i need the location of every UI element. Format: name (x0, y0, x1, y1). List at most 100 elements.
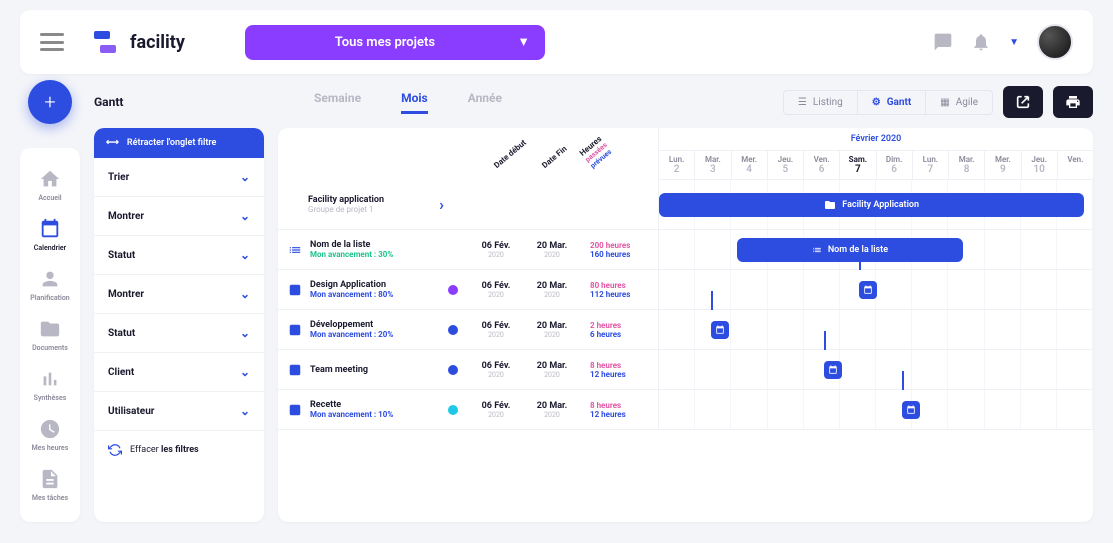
bell-icon[interactable] (971, 32, 991, 52)
day-name: Lun. (659, 155, 694, 164)
start-date: 06 Fév. (472, 241, 520, 251)
status-marker (448, 285, 458, 295)
dropdown-caret-icon[interactable]: ▼ (1009, 37, 1019, 48)
view-tab-agile[interactable]: ▦Agile (926, 91, 992, 114)
task-icon (288, 283, 302, 297)
print-button[interactable] (1053, 86, 1093, 118)
logo-text: facility (130, 32, 185, 53)
status-marker (448, 365, 458, 375)
content-header: Gantt Semaine Mois Année ☰Listing⚙Gantt▦Ag… (94, 80, 1093, 128)
gantt-node[interactable] (859, 281, 877, 299)
view-tab-listing[interactable]: ☰Listing (784, 91, 858, 114)
gantt-bar[interactable]: Nom de la liste (737, 238, 963, 262)
planification-icon (39, 268, 61, 290)
filter-label: Client (108, 367, 134, 378)
task-icon (288, 323, 302, 337)
sidenav-label: Mes heures (32, 444, 69, 452)
gantt-day-row: Lun.2Mar.3Mer.4Jeu.5Ven.6Sam.7Dim.6Lun.7… (659, 151, 1093, 180)
task-title: Recette (310, 400, 440, 410)
connector (902, 371, 904, 391)
view-tab-gantt[interactable]: ⚙Gantt (858, 91, 927, 114)
status-marker (448, 405, 458, 415)
hours-planned: 12 heures (590, 410, 648, 419)
task-progress: Mon avancement : 30% (310, 250, 440, 259)
day-name: Ven. (1058, 155, 1093, 164)
mes-heures-icon (39, 418, 61, 440)
hours-planned: 12 heures (590, 370, 648, 379)
task-title: Team meeting (310, 365, 440, 375)
project-title: Facility application (308, 195, 431, 205)
day-name: Ven. (804, 155, 839, 164)
gantt-node[interactable] (824, 361, 842, 379)
agile-icon: ▦ (940, 97, 949, 108)
project-selector[interactable]: Tous mes projets (245, 25, 545, 60)
day-cell: Lun.2 (659, 151, 695, 179)
day-cell: Sam.7 (840, 151, 876, 179)
gantt-row: Team meeting06 Fév.202020 Mar.20208 heur… (278, 350, 1093, 390)
sidenav-item-calendrier[interactable]: Calendrier (20, 210, 80, 260)
time-tab-semaine[interactable]: Semaine (314, 91, 361, 114)
end-date: 20 Mar. (528, 361, 576, 371)
page-title: Gantt (94, 95, 274, 109)
filter-item-1[interactable]: Montrer⌄ (94, 197, 264, 236)
end-date: 20 Mar. (528, 401, 576, 411)
filter-collapse-button[interactable]: ⟷ Rétracter l'onglet filtre (94, 128, 264, 158)
hours-planned: 112 heures (590, 290, 648, 299)
gantt-bar-project[interactable]: Facility Application (659, 193, 1084, 217)
sidenav-item-mes-heures[interactable]: Mes heures (20, 410, 80, 460)
filter-item-5[interactable]: Client⌄ (94, 353, 264, 392)
col-end: Date Fin (540, 132, 583, 170)
filter-item-4[interactable]: Statut⌄ (94, 314, 264, 353)
task-progress: Mon avancement : 80% (310, 290, 440, 299)
logo[interactable]: facility (94, 31, 185, 53)
collapse-icon: ⟷ (106, 138, 119, 148)
end-date: 20 Mar. (528, 241, 576, 251)
day-name: Lun. (913, 155, 948, 164)
listing-icon: ☰ (798, 97, 807, 108)
gantt-icon: ⚙ (872, 97, 881, 108)
sidenav-item-planification[interactable]: Planification (20, 260, 80, 310)
filter-item-2[interactable]: Statut⌄ (94, 236, 264, 275)
avatar[interactable] (1037, 24, 1073, 60)
filter-item-0[interactable]: Trier⌄ (94, 158, 264, 197)
sidenav-item-accueil[interactable]: Accueil (20, 160, 80, 210)
day-num: 10 (1022, 164, 1057, 175)
gantt-node[interactable] (902, 401, 920, 419)
day-cell: Ven.6 (804, 151, 840, 179)
sidenav-label: Mes tâches (32, 494, 68, 502)
sidenav-item-mes-taches[interactable]: Mes tâches (20, 460, 80, 510)
calendar-icon (715, 325, 725, 335)
list-icon (812, 245, 822, 255)
day-name: Mer. (985, 155, 1020, 164)
day-cell: Mer.9 (985, 151, 1021, 179)
filter-head-label: Rétracter l'onglet filtre (127, 138, 216, 148)
gantt-row: RecetteMon avancement : 10%06 Fév.202020… (278, 390, 1093, 430)
share-button[interactable] (1003, 86, 1043, 118)
filter-item-3[interactable]: Montrer ⌄ (94, 275, 264, 314)
task-progress: Mon avancement : 20% (310, 330, 440, 339)
sidenav-item-documents[interactable]: Documents (20, 310, 80, 360)
column-headers: Date début Date Fin Heures passées prévu… (278, 128, 658, 176)
hours-spent: 8 heures (590, 361, 648, 370)
filter-item-6[interactable]: Utilisateur⌄ (94, 392, 264, 431)
time-tab-annee[interactable]: Année (468, 91, 502, 114)
gantt-node[interactable] (711, 321, 729, 339)
hours-spent: 80 heures (590, 281, 648, 290)
day-cell: Mar.3 (695, 151, 731, 179)
refresh-icon (108, 443, 122, 457)
filter-label: Statut (108, 250, 135, 261)
chat-icon[interactable] (933, 32, 953, 52)
add-button[interactable]: + (28, 80, 72, 124)
sidenav-label: Calendrier (34, 244, 66, 252)
calendrier-icon (39, 218, 61, 240)
clear-filters-button[interactable]: Effacer les filtres (94, 431, 264, 469)
filter-label: Montrer (108, 289, 144, 300)
chevron-down-icon: ⌄ (240, 209, 250, 223)
sidenav-item-syntheses[interactable]: Synthèses (20, 360, 80, 410)
time-tab-mois[interactable]: Mois (401, 91, 428, 114)
chevron-right-icon[interactable]: › (439, 195, 444, 214)
topbar-right: ▼ (933, 24, 1073, 60)
chevron-down-icon: ⌄ (240, 287, 250, 301)
menu-icon[interactable] (40, 33, 64, 51)
hours-spent: 200 heures (590, 241, 648, 250)
